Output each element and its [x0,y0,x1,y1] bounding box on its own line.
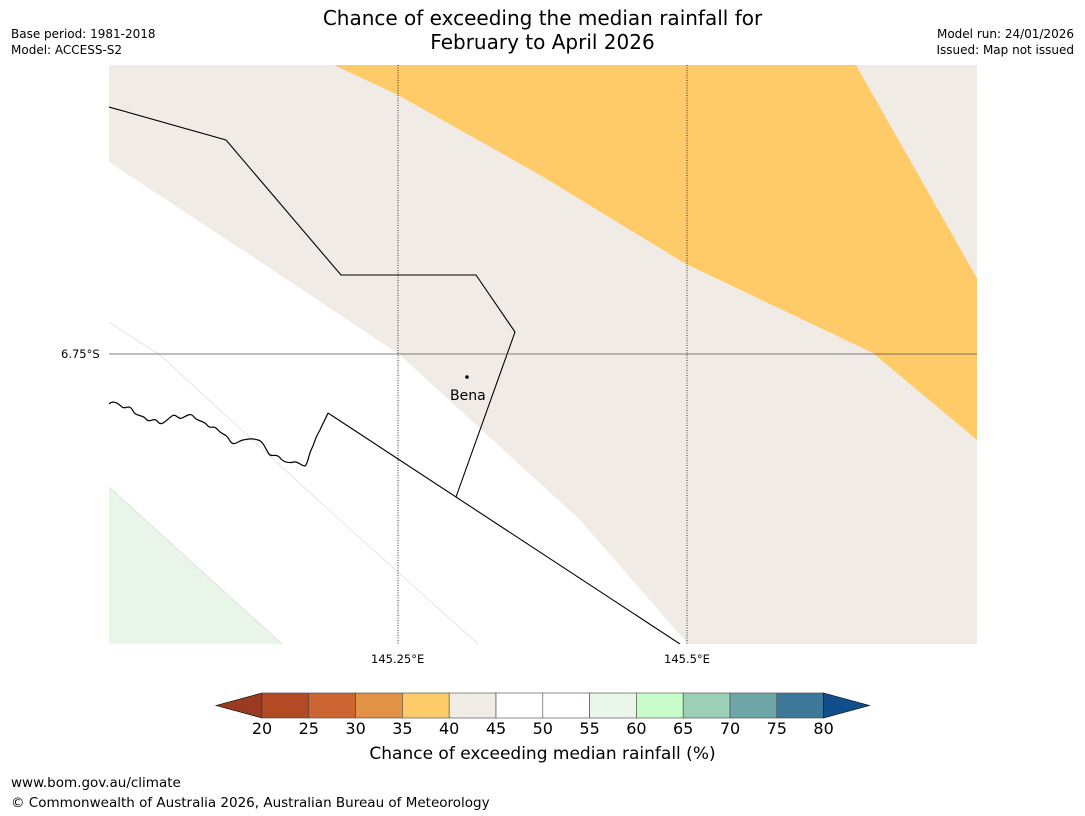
footer-copyright: © Commonwealth of Australia 2026, Austra… [11,795,490,811]
legend-title: Chance of exceeding median rainfall (%) [369,744,716,764]
province-boundary-south [327,412,681,644]
longitude-label-2: 145.5°E [664,652,710,666]
legend-tick-label: 40 [439,719,460,738]
legend-tick-label: 35 [392,719,413,738]
footer-url[interactable]: www.bom.gov.au/climate [11,775,181,791]
legend-tick-label: 60 [626,719,647,738]
title-line-2: February to April 2026 [430,30,655,54]
longitude-label-1: 145.25°E [371,652,425,666]
river-line [109,401,329,467]
legend-tick-label: 75 [766,719,787,738]
contour-line [109,321,479,644]
map-title: Chance of exceeding the median rainfall … [0,6,1085,54]
legend-tick-label: 30 [345,719,366,738]
latitude-label: 6.75°S [61,347,100,361]
legend-tick-label: 55 [579,719,600,738]
place-label-bena: Bena [450,388,486,404]
legend-tick-label: 50 [532,719,553,738]
base-period: Base period: 1981-2018 [11,27,156,41]
meta-left: Base period: 1981-2018 Model: ACCESS-S2 [11,26,156,58]
legend-tick-label: 80 [813,719,834,738]
probability-band-40-45-east [856,65,977,278]
contour-line [109,486,283,644]
model-run: Model run: 24/01/2026 [936,27,1074,41]
legend-tick-label: 25 [298,719,319,738]
town-marker [465,375,469,379]
model-name: Model: ACCESS-S2 [11,43,123,57]
probability-band-45-55 [109,162,688,644]
probability-band-35-40 [334,65,977,440]
legend-tick-label: 45 [485,719,507,738]
legend-tick-label: 20 [251,719,273,738]
meta-right: Model run: 24/01/2026 Issued: Map not is… [936,26,1074,58]
legend-tick-label: 65 [673,719,694,738]
province-boundary [109,106,516,498]
issued-status: Issued: Map not issued [936,43,1074,57]
legend-tick-label: 70 [719,719,741,738]
title-line-1: Chance of exceeding the median rainfall … [322,6,763,30]
